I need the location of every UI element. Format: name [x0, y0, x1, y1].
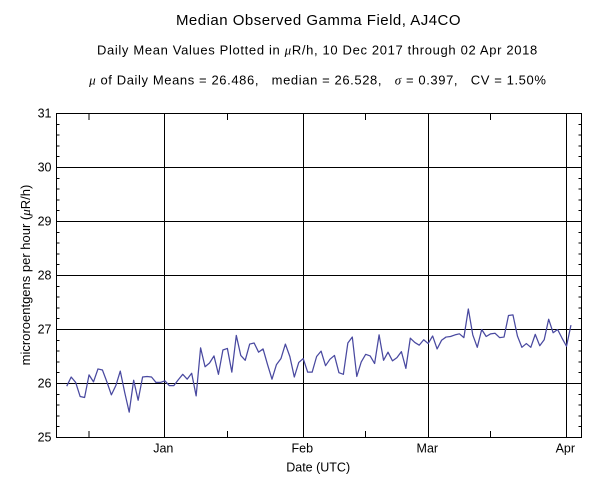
svg-text:26: 26: [38, 377, 52, 391]
svg-text:30: 30: [38, 161, 52, 175]
svg-text:Mar: Mar: [417, 442, 439, 456]
svg-text:Feb: Feb: [292, 442, 314, 456]
svg-text:microroentgens per hour (μR/h): microroentgens per hour (μR/h): [18, 185, 33, 366]
svg-text:Median Observed Gamma Field, A: Median Observed Gamma Field, AJ4CO: [176, 12, 461, 29]
svg-text:27: 27: [38, 323, 52, 337]
svg-text:Jan: Jan: [153, 442, 173, 456]
svg-text:Apr: Apr: [556, 442, 575, 456]
svg-text:25: 25: [38, 431, 52, 445]
svg-text:Daily Mean Values Plotted in μ: Daily Mean Values Plotted in μR/h, 10 De…: [97, 42, 538, 57]
svg-text:Date (UTC): Date (UTC): [286, 461, 350, 475]
svg-text:29: 29: [38, 215, 52, 229]
svg-text:31: 31: [38, 107, 52, 121]
svg-text:μ of Daily Means = 26.486, m: μ of Daily Means = 26.486, median = 26.5…: [88, 73, 546, 88]
svg-text:28: 28: [38, 269, 52, 283]
